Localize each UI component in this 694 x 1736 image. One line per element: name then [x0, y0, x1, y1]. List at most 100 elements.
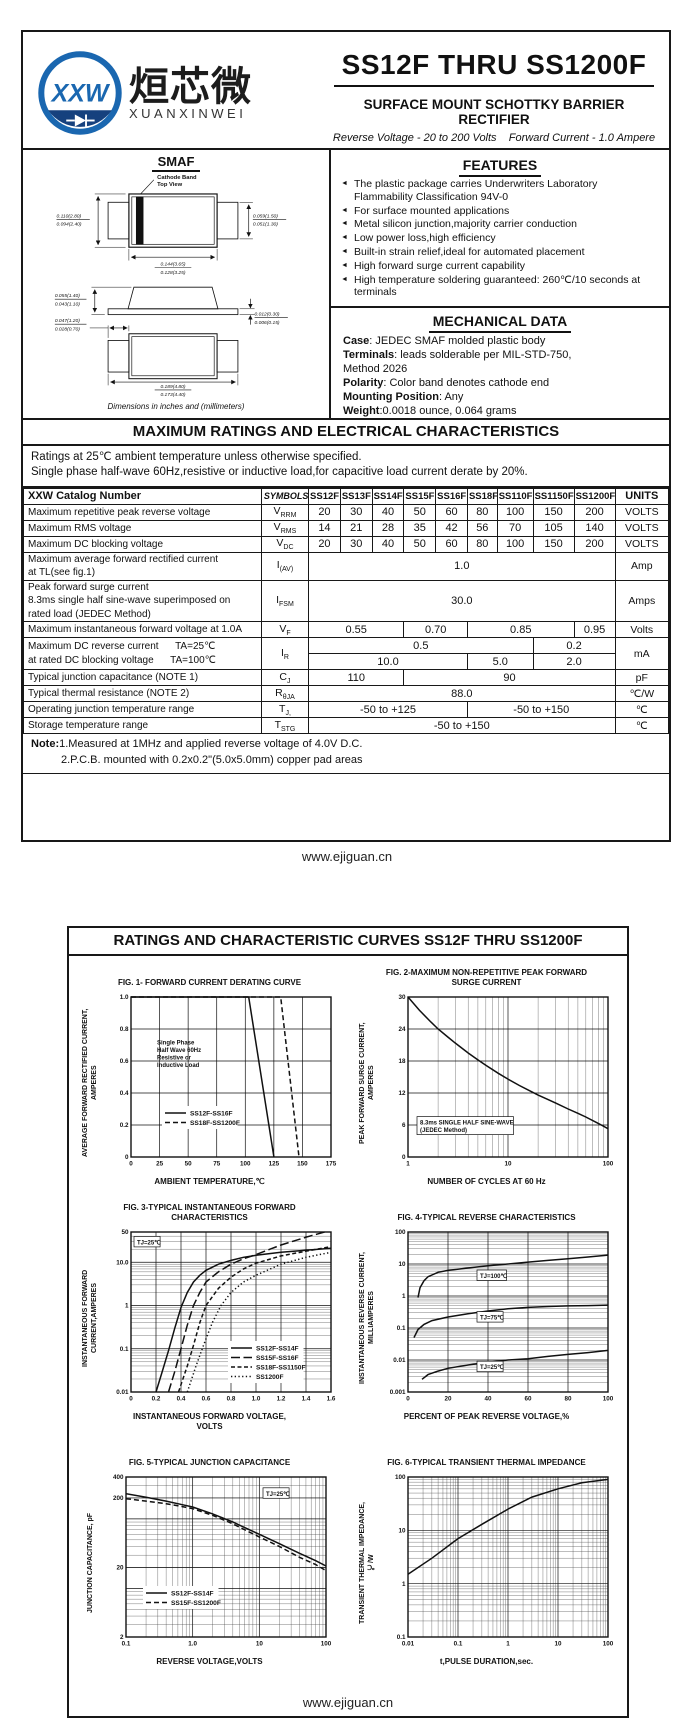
table-cell: pF	[614, 669, 670, 687]
figure-1-xlabel: AMBIENT TEMPERATURE,℃	[154, 1177, 265, 1186]
svg-text:200: 200	[113, 1495, 124, 1502]
svg-text:1: 1	[406, 1161, 410, 1168]
mechanical-data-item: Terminals: leads solderable per MIL-STD-…	[343, 348, 572, 361]
header: XXW 烜芯微 XUANXINWEI SS12F THRU SS1200F SU…	[23, 32, 669, 148]
figure-3: FIG. 3-TYPICAL INSTANTANEOUS FORWARD CHA…	[71, 1203, 348, 1432]
svg-text:Single Phase: Single Phase	[157, 1041, 195, 1047]
title-underline	[334, 84, 654, 87]
figure-2-ylabel: PEAK FORWARD SURGE CURRENT, AMPERES	[359, 1021, 376, 1144]
table-cell: 70	[496, 519, 534, 537]
figure-2-plot: 1 10 100 0 6 12 18 24 30 8.3ms SINGLE HALF SINE-W…	[398, 994, 613, 1168]
table-cell: 56	[466, 519, 498, 537]
svg-text:0.01: 0.01	[393, 1357, 406, 1364]
table-row: Peak forward surge current 8.3ms single h…	[23, 579, 670, 623]
svg-text:0.6: 0.6	[119, 1058, 128, 1065]
figure-1-ylabel: AVERAGE FORWARD RECTIFIED CURRENT, AMPER…	[82, 1008, 99, 1157]
table-notes: Note:1.Measured at 1MHz and applied reve…	[23, 734, 669, 775]
figure-6-ylabel: TRANSIENT THERMAL IMPEDANCE, ℃/W	[359, 1501, 376, 1624]
table-row: Typical junction capacitance (NOTE 1) CJ 1…	[23, 669, 670, 687]
row-label: Maximum average forward rectified curren…	[23, 551, 262, 581]
svg-text:150: 150	[297, 1161, 308, 1168]
svg-text:0.01: 0.01	[401, 1641, 414, 1648]
page2-footer-url: www.ejiguan.cn	[302, 1695, 394, 1710]
table-cell: 200	[573, 503, 616, 521]
row-label: Typical junction capacitance (NOTE 1)	[23, 669, 262, 687]
features-section: FEATURES ◄ The plastic package carries Un…	[331, 150, 669, 306]
svg-text:0.8: 0.8	[119, 1026, 128, 1033]
table-cell: VOLTS	[614, 535, 670, 553]
company-name-en: XUANXINWEI	[129, 105, 247, 121]
table-row: Storage temperature range TSTG -50 to +150…	[23, 717, 670, 735]
svg-text:0.4: 0.4	[119, 1090, 128, 1097]
table-cell: 28	[371, 519, 405, 537]
figure-6-title: FIG. 6-TYPICAL TRANSIENT THERMAL IMPEDAN…	[387, 1458, 586, 1467]
ratings-table: XXW Catalog Number SYMBOLS SS12F SS13F SS14F…	[23, 487, 670, 735]
svg-text:0: 0	[406, 1396, 410, 1403]
row-label: Maximum instantaneous forward voltage at…	[23, 621, 262, 639]
cathode-band-label: Cathode Band	[157, 175, 197, 181]
mechanical-data-title: MECHANICAL DATA	[428, 312, 572, 333]
svg-text:1.2: 1.2	[276, 1396, 285, 1403]
svg-text:0.4: 0.4	[176, 1396, 185, 1403]
dim-label: 0.059(1.50)	[253, 213, 278, 219]
table-cell: 105	[532, 519, 575, 537]
table-cell: 30	[339, 503, 373, 521]
dim-label: 0.128(3.25)	[160, 270, 185, 276]
svg-text:24: 24	[398, 1026, 406, 1033]
table-cell: 14	[308, 519, 341, 537]
svg-text:0: 0	[125, 1154, 129, 1161]
svg-text:10: 10	[256, 1641, 264, 1648]
figure-5-ylabel: JUNCTION CAPACITANCE, pF	[86, 1512, 94, 1613]
svg-text:1.6: 1.6	[326, 1396, 335, 1403]
table-cell: 0.2	[532, 637, 616, 655]
logo-monogram: XXW	[50, 80, 111, 108]
table-cell: -50 to +150	[466, 701, 616, 719]
svg-text:TJ=25℃: TJ=25℃	[266, 1491, 290, 1498]
table-cell: 50	[403, 535, 437, 553]
svg-text:0.2: 0.2	[119, 1122, 128, 1129]
table-cell: ℃	[614, 717, 670, 735]
table-cell: Amp	[614, 551, 670, 581]
datasheet-front-page: XXW 烜芯微 XUANXINWEI SS12F THRU SS1200F SU…	[21, 30, 671, 842]
row-label: Maximum RMS voltage	[23, 519, 262, 537]
svg-text:100: 100	[602, 1641, 613, 1648]
table-cell: 88.0	[308, 685, 616, 703]
svg-text:1.0: 1.0	[251, 1396, 260, 1403]
svg-text:20: 20	[117, 1565, 125, 1572]
feature-item: ◄ Metal silicon junction,majority carrier…	[341, 218, 577, 231]
table-cell: SS1200F	[573, 487, 616, 505]
svg-text:SS12F-SS16F: SS12F-SS16F	[190, 1110, 233, 1117]
svg-text:SS18F-SS1200F: SS18F-SS1200F	[190, 1120, 240, 1127]
svg-text:1.0: 1.0	[188, 1641, 197, 1648]
table-cell: SYMBOLS	[260, 487, 310, 505]
header-divider	[23, 148, 669, 150]
svg-text:10: 10	[504, 1161, 512, 1168]
table-cell: 0.70	[403, 621, 468, 639]
page1-footer-url: www.ejiguan.cn	[301, 849, 393, 864]
diode-symbol-icon	[66, 114, 95, 127]
dim-label: 0.144(3.65)	[160, 262, 185, 268]
table-cell: 150	[532, 503, 575, 521]
figure-1-plot: 0 25 50 75 100 125 150 175 0 0.2 0.4 0.6 0.8 1.0 Singl…	[119, 994, 336, 1168]
mechanical-data-item: Weight:0.0018 ounce, 0.064 grams	[343, 404, 517, 417]
company-logo: XXW 烜芯微 XUANXINWEI	[37, 50, 329, 136]
svg-text:SS18F-SS1150F: SS18F-SS1150F	[256, 1364, 305, 1371]
table-cell: 0.5	[308, 637, 534, 655]
svg-text:Inductive Load: Inductive Load	[157, 1063, 200, 1069]
svg-text:0: 0	[129, 1161, 133, 1168]
svg-text:0.1: 0.1	[453, 1641, 462, 1648]
table-cell: SS16F	[435, 487, 468, 505]
note-line: Note:1.Measured at 1MHz and applied reve…	[31, 738, 363, 751]
symbol-cell: IFSM	[260, 579, 310, 623]
svg-text:100: 100	[602, 1396, 613, 1403]
table-cell: 20	[308, 535, 341, 553]
table-row: Maximum DC reverse current TA=25℃ at rate…	[23, 637, 670, 671]
row-label: Typical thermal resistance (NOTE 2)	[23, 685, 262, 703]
symbol-cell: VDC	[260, 535, 310, 553]
figure-4-ylabel: INSTANTANEOUS REVERSE CURRENT, MILLIAMPE…	[359, 1251, 376, 1384]
svg-text:SS15F-SS1200F: SS15F-SS1200F	[171, 1600, 221, 1607]
figure-2-xlabel: NUMBER OF CYCLES AT 60 Hz	[427, 1177, 546, 1186]
table-cell: 30.0	[308, 579, 616, 623]
figure-2-title: FIG. 2-MAXIMUM NON-REPETITIVE PEAK FORWA…	[385, 968, 588, 987]
dim-label: 0.006(0.15)	[255, 320, 280, 326]
